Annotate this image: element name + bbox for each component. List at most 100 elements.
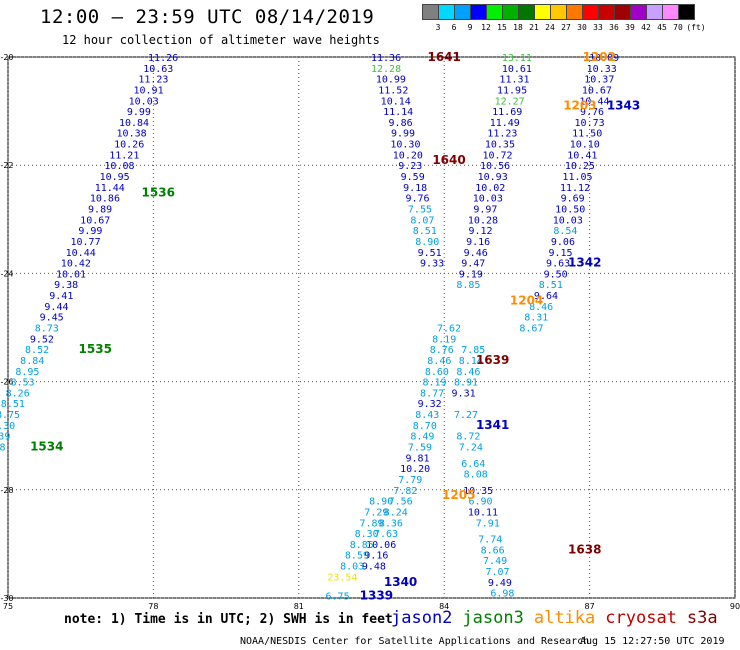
wave-height-point: 12.28 <box>371 64 401 75</box>
wave-height-point: 8.84 <box>20 356 44 367</box>
x-tick-label: 90 <box>730 602 740 611</box>
pass-time-label: 1202 <box>583 50 616 64</box>
wave-height-point: 10.84 <box>119 118 149 129</box>
wave-height-point: 10.28 <box>468 215 498 226</box>
wave-height-point: 10.91 <box>133 85 163 96</box>
wave-height-point: 10.11 <box>468 507 498 518</box>
wave-height-point: 9.31 <box>452 388 476 399</box>
wave-height-point: 11.23 <box>138 75 168 86</box>
wave-height-point: 8.07 <box>410 215 434 226</box>
wave-height-point: 9.76 <box>405 194 429 205</box>
satellite-legend: jason2 jason3 altika cryosat s3a <box>391 608 718 628</box>
wave-height-point: 9.86 <box>389 118 413 129</box>
wave-height-point: 8.49 <box>410 432 434 443</box>
wave-height-point: 7.24 <box>459 443 483 454</box>
wave-height-point: 10.06 <box>366 540 396 551</box>
wave-height-point: 9.59 <box>401 172 425 183</box>
pass-time-label: 1638 <box>568 542 601 556</box>
wave-height-point: 11.69 <box>492 107 522 118</box>
wave-height-point: 8.91 <box>454 378 478 389</box>
wave-height-point: 10.72 <box>482 150 512 161</box>
legend-tick-label: 39 <box>625 23 635 32</box>
wave-height-point: 8.30 <box>0 421 15 432</box>
wave-height-point: 8.51 <box>1 399 25 410</box>
pass-time-label: 1639 <box>476 353 509 367</box>
wave-height-point: 9.16 <box>364 551 388 562</box>
wave-height-point: 8.76 <box>430 345 454 356</box>
y-tick-label: -28 <box>0 486 13 495</box>
pass-time-label: 1204 <box>510 293 543 307</box>
pass-time-label: 1343 <box>607 99 640 113</box>
wave-height-point: 8.73 <box>35 324 59 335</box>
wave-height-point: 11.50 <box>572 129 602 140</box>
y-tick-label: -24 <box>0 269 13 278</box>
wave-height-point: 11.12 <box>560 183 590 194</box>
y-tick-label: -26 <box>0 378 13 387</box>
y-tick-label: -22 <box>0 161 13 170</box>
wave-height-point: 8.24 <box>384 507 408 518</box>
wave-height-point: 9.99 <box>78 226 102 237</box>
color-legend: 3 6 9 12 15 18 21 24 27 30 33 36 39 42 45 70 (ft) <box>422 4 706 32</box>
wave-height-point: 7.79 <box>398 475 422 486</box>
wave-height-point: 10.33 <box>587 64 617 75</box>
satellite-s3a: s3a <box>686 608 718 628</box>
x-tick-label: 78 <box>148 602 158 611</box>
wave-height-point: 7.89 <box>359 518 383 529</box>
legend-tick-label: 33 <box>593 23 603 32</box>
wave-height-point: 6.64 <box>461 459 485 470</box>
y-tick-label: -30 <box>0 594 13 603</box>
wave-height-point: 9.18 <box>403 183 427 194</box>
wave-height-point: 10.93 <box>478 172 508 183</box>
wave-height-point: 10.63 <box>143 64 173 75</box>
wave-height-point: 9.48 <box>362 562 386 573</box>
wave-height-point: 8.08 <box>464 470 488 481</box>
wave-height-point: 7.82 <box>393 486 417 497</box>
wave-height-point: 8.53 <box>10 378 34 389</box>
wave-height-point: 8.19 <box>422 378 446 389</box>
wave-height-point: 9.06 <box>551 237 575 248</box>
legend-tick-label: 6 <box>451 23 457 32</box>
pass-time-label: 1534 <box>30 440 63 454</box>
pass-time-label: 1203 <box>563 99 596 113</box>
wave-height-point: 9.15 <box>548 248 572 259</box>
wave-height-point: 10.50 <box>555 204 585 215</box>
wave-height-point: 10.77 <box>70 237 100 248</box>
wave-height-point: 8.03 <box>340 562 364 573</box>
footnote: note: 1) Time is in UTC; 2) SWH is in fe… <box>64 612 393 627</box>
wave-height-point: 8.85 <box>350 540 374 551</box>
wave-height-point: 8.67 <box>519 324 543 335</box>
wave-height-point: 10.14 <box>381 96 411 107</box>
legend-swatches <box>422 4 706 20</box>
wave-height-point: 10.02 <box>475 183 505 194</box>
wave-height-point: 11.49 <box>490 118 520 129</box>
wave-height-point: 9.81 <box>405 453 429 464</box>
wave-height-point: 10.56 <box>480 161 510 172</box>
wave-height-point: 10.38 <box>117 129 147 140</box>
wave-height-point: 11.31 <box>499 75 529 86</box>
wave-height-point: 9.89 <box>88 204 112 215</box>
wave-height-point: 10.03 <box>553 215 583 226</box>
satellite-altika: altika <box>533 608 596 628</box>
wave-height-point: 8.51 <box>413 226 437 237</box>
wave-height-point: 9.97 <box>473 204 497 215</box>
legend-tick-label: 3 <box>435 23 441 32</box>
legend-swatch <box>678 4 695 20</box>
wave-height-point: 10.67 <box>80 215 110 226</box>
wave-height-point: 11.23 <box>487 129 517 140</box>
wave-height-point: 23.54 <box>327 572 357 583</box>
wave-height-point: 8.51 <box>539 280 563 291</box>
wave-height-point: 9.45 <box>40 313 64 324</box>
y-tick-label: -20 <box>0 53 13 62</box>
pass-time-label: 1641 <box>427 50 460 64</box>
wave-height-point: 10.20 <box>400 464 430 475</box>
wave-height-point: 6.75 <box>326 591 350 602</box>
wave-height-point: 8.60 <box>425 367 449 378</box>
wave-height-point: 8.70 <box>413 421 437 432</box>
wave-height-point: 9.49 <box>488 578 512 589</box>
legend-tick-label: 12 <box>481 23 491 32</box>
wave-height-point: 10.35 <box>485 140 515 151</box>
wave-height-point: 9.41 <box>49 291 73 302</box>
wave-height-point: 8.46 <box>427 356 451 367</box>
generated-timestamp: Aug 15 12:27:50 UTC 2019 <box>580 636 725 647</box>
legend-tick-label: 45 <box>657 23 667 32</box>
